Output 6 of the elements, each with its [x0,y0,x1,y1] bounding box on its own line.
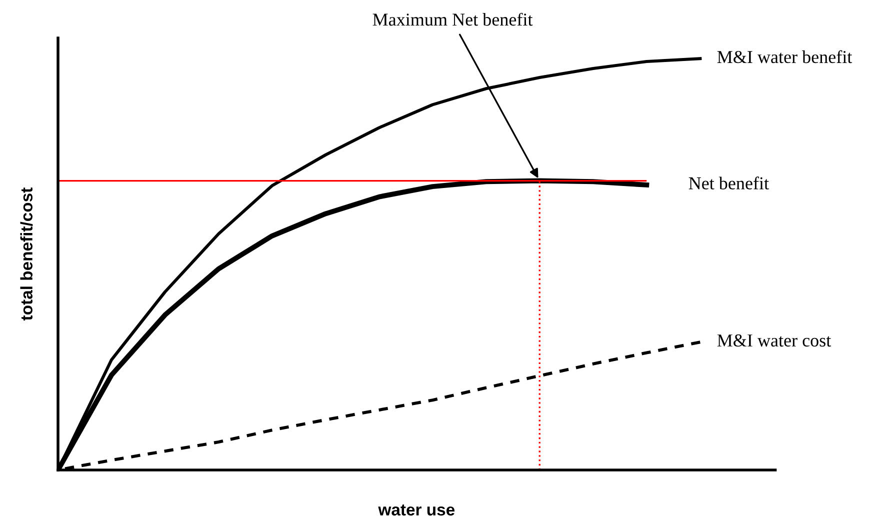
text: Net benefit [688,176,769,190]
series-label: M&I water cost [717,334,832,347]
x-axis-title: water use [378,504,455,516]
series-label: M&I water benefit [717,50,852,64]
text: Maximum Net benefit [372,12,533,26]
y-axis-title: total benefit/cost [20,188,33,320]
